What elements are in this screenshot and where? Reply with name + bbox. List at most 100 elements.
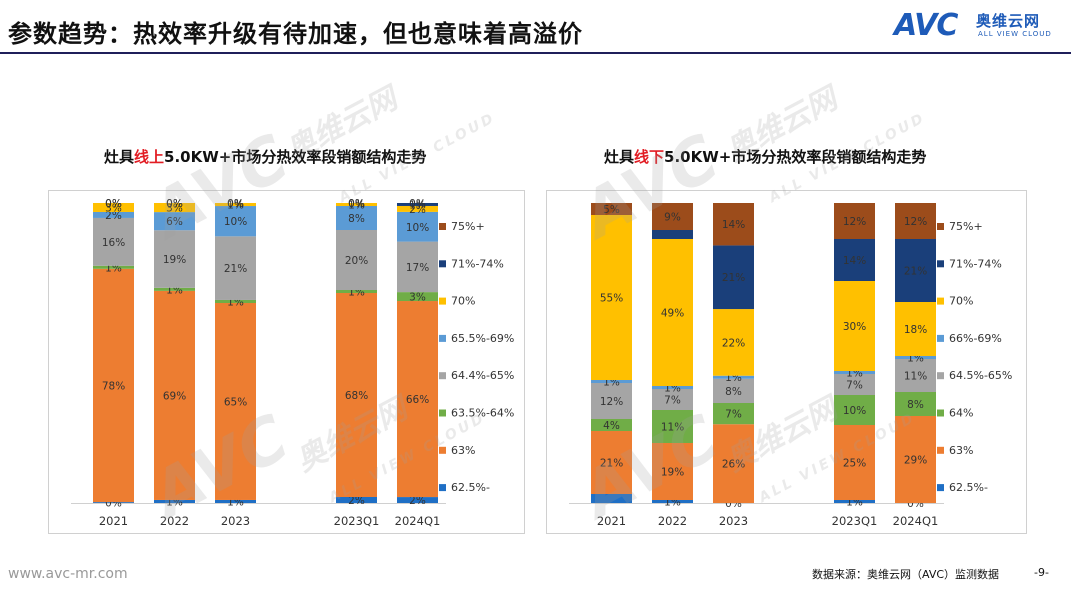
data-label: 21% [722, 272, 745, 284]
bar-segment [713, 203, 754, 246]
x-tick-label: 2023Q1 [832, 514, 878, 528]
bar-segment [652, 389, 693, 410]
data-label: 69% [163, 390, 186, 402]
data-label: 2% [105, 210, 122, 222]
chart-panel-online: 0% 78% 1% 16% 2% 3% 0% 0% 2021 1% 69% 1% 19% 6% 3% 0% 0%… [48, 190, 525, 534]
legend-swatch [937, 446, 944, 454]
chart-title-offline-part2: 5.0KW+市场分热效率段销额结构走势 [664, 148, 927, 166]
bar-segment [154, 212, 195, 231]
bar-segment [397, 497, 438, 503]
legend-swatch [439, 372, 446, 380]
data-label: 11% [904, 371, 927, 383]
bar-segment [336, 206, 377, 230]
data-label: 7% [846, 380, 863, 392]
x-tick-label: 2023 [221, 514, 250, 528]
bar-segment [154, 290, 195, 500]
legend-label: 64.4%-65% [451, 369, 514, 382]
legend-swatch [439, 297, 446, 305]
bar-segment [591, 383, 632, 419]
data-label: 12% [843, 216, 866, 228]
chart-title-online-part1: 灶具 [104, 148, 135, 166]
chart-title-offline-part1: 灶具 [604, 148, 635, 166]
bar-segment [336, 290, 377, 293]
legend-swatch [937, 334, 944, 342]
bar-segment [336, 293, 377, 497]
data-label: 19% [163, 254, 186, 266]
legend-swatch [937, 297, 944, 305]
x-tick-label: 2024Q1 [893, 514, 939, 528]
data-label: 68% [345, 390, 368, 402]
data-label: 8% [348, 213, 365, 225]
data-label: 20% [345, 255, 368, 267]
bar-segment [93, 502, 134, 503]
data-label: 6% [166, 216, 183, 228]
bar-segment [834, 374, 875, 395]
logo-avc-text: AVC [894, 8, 958, 43]
bar-segment [336, 203, 377, 206]
bar-segment [215, 236, 256, 300]
bar-segment [895, 356, 936, 359]
data-label: 29% [904, 455, 927, 467]
x-tick-label: 2022 [160, 514, 189, 528]
bar-segment [154, 230, 195, 288]
data-label: 14% [722, 219, 745, 231]
bar-segment [652, 203, 693, 230]
data-label: 30% [843, 321, 866, 333]
x-tick-label: 2022 [658, 514, 687, 528]
data-label: 0% [227, 198, 244, 210]
legend-label: 70% [451, 295, 475, 308]
footer-page-number: -9- [1034, 566, 1049, 579]
bar-segment [591, 380, 632, 383]
bar-segment [652, 443, 693, 500]
bar-segment [834, 239, 875, 281]
bar-segment [834, 500, 875, 503]
data-label: 22% [722, 337, 745, 349]
data-label: 7% [664, 395, 681, 407]
legend-swatch [937, 260, 944, 268]
footer-website: www.avc-mr.com [8, 566, 128, 582]
avc-logo: AVC 奥维云网 ALL VIEW CLOUD [894, 8, 1064, 44]
data-label: 1% [409, 199, 426, 211]
bar-segment [93, 265, 134, 269]
legend-label: 71%-74% [949, 257, 1002, 270]
bar-segment [397, 292, 438, 302]
legend-label: 62.5%- [949, 481, 988, 494]
data-label: 49% [661, 308, 684, 320]
bar-segment [895, 359, 936, 392]
data-label: 26% [722, 459, 745, 471]
logo-en-text: ALL VIEW CLOUD [978, 30, 1052, 38]
legend-swatch [937, 409, 944, 417]
bar-segment [713, 309, 754, 376]
bar-segment [154, 287, 195, 291]
data-label: 8% [725, 386, 742, 398]
legend-swatch [439, 223, 446, 230]
legend-swatch [439, 446, 446, 454]
bar-segment [215, 203, 256, 207]
bar-segment [834, 203, 875, 239]
data-label: 0% [227, 198, 244, 210]
data-label: 0% [166, 198, 183, 210]
footer-source: 数据来源：奥维云网（AVC）监测数据 [812, 568, 1000, 581]
legend-label: 64% [949, 407, 973, 420]
data-label: 19% [661, 467, 684, 479]
data-label: 17% [406, 262, 429, 274]
data-label: 0% [166, 198, 183, 210]
bar-segment [895, 416, 936, 503]
bar-segment [591, 494, 632, 503]
x-tick-label: 2021 [99, 514, 128, 528]
legend-label: 62.5%- [451, 481, 490, 494]
chart-online-svg: 0%78%1%16%2%3%0%0%20211%69%1%19%6%3%0%0%… [71, 198, 514, 528]
legend-label: 75%+ [949, 220, 983, 233]
chart-title-online-highlight: 线上 [134, 148, 165, 166]
data-label: 2% [348, 495, 365, 507]
bar-segment [834, 281, 875, 371]
data-label: 14% [843, 255, 866, 267]
bar-segment [591, 431, 632, 494]
bar-segment [93, 268, 134, 503]
x-tick-label: 2021 [597, 514, 626, 528]
data-label: 1% [348, 200, 365, 212]
data-label: 3% [166, 203, 183, 215]
logo-cn-text: 奥维云网 [976, 12, 1041, 30]
bar-segment [397, 241, 438, 293]
data-label: 10% [224, 216, 247, 228]
